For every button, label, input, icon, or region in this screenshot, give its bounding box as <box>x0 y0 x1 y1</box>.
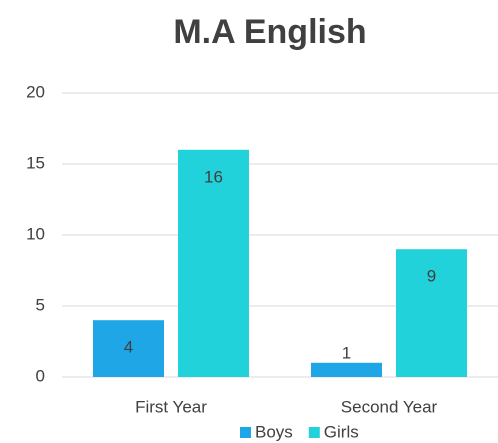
data-label: 16 <box>204 167 223 186</box>
bar <box>311 362 382 377</box>
y-tick-label: 20 <box>26 82 45 101</box>
legend-label: Boys <box>255 422 293 441</box>
data-label: 1 <box>342 343 351 362</box>
y-tick-label: 0 <box>36 366 45 385</box>
chart-title: M.A English <box>173 13 366 51</box>
legend-swatch <box>240 427 251 438</box>
data-label: 9 <box>427 267 436 286</box>
legend-swatch <box>308 427 320 438</box>
x-tick-label: Second Year <box>341 397 438 416</box>
data-label: 4 <box>124 338 133 357</box>
bar <box>178 149 249 377</box>
legend-label: Girls <box>324 422 359 441</box>
y-tick-label: 5 <box>36 295 45 314</box>
y-tick-label: 10 <box>26 224 45 243</box>
y-tick-label: 15 <box>26 153 45 172</box>
bar <box>93 320 164 377</box>
x-tick-label: First Year <box>135 397 207 416</box>
bar <box>396 249 467 377</box>
